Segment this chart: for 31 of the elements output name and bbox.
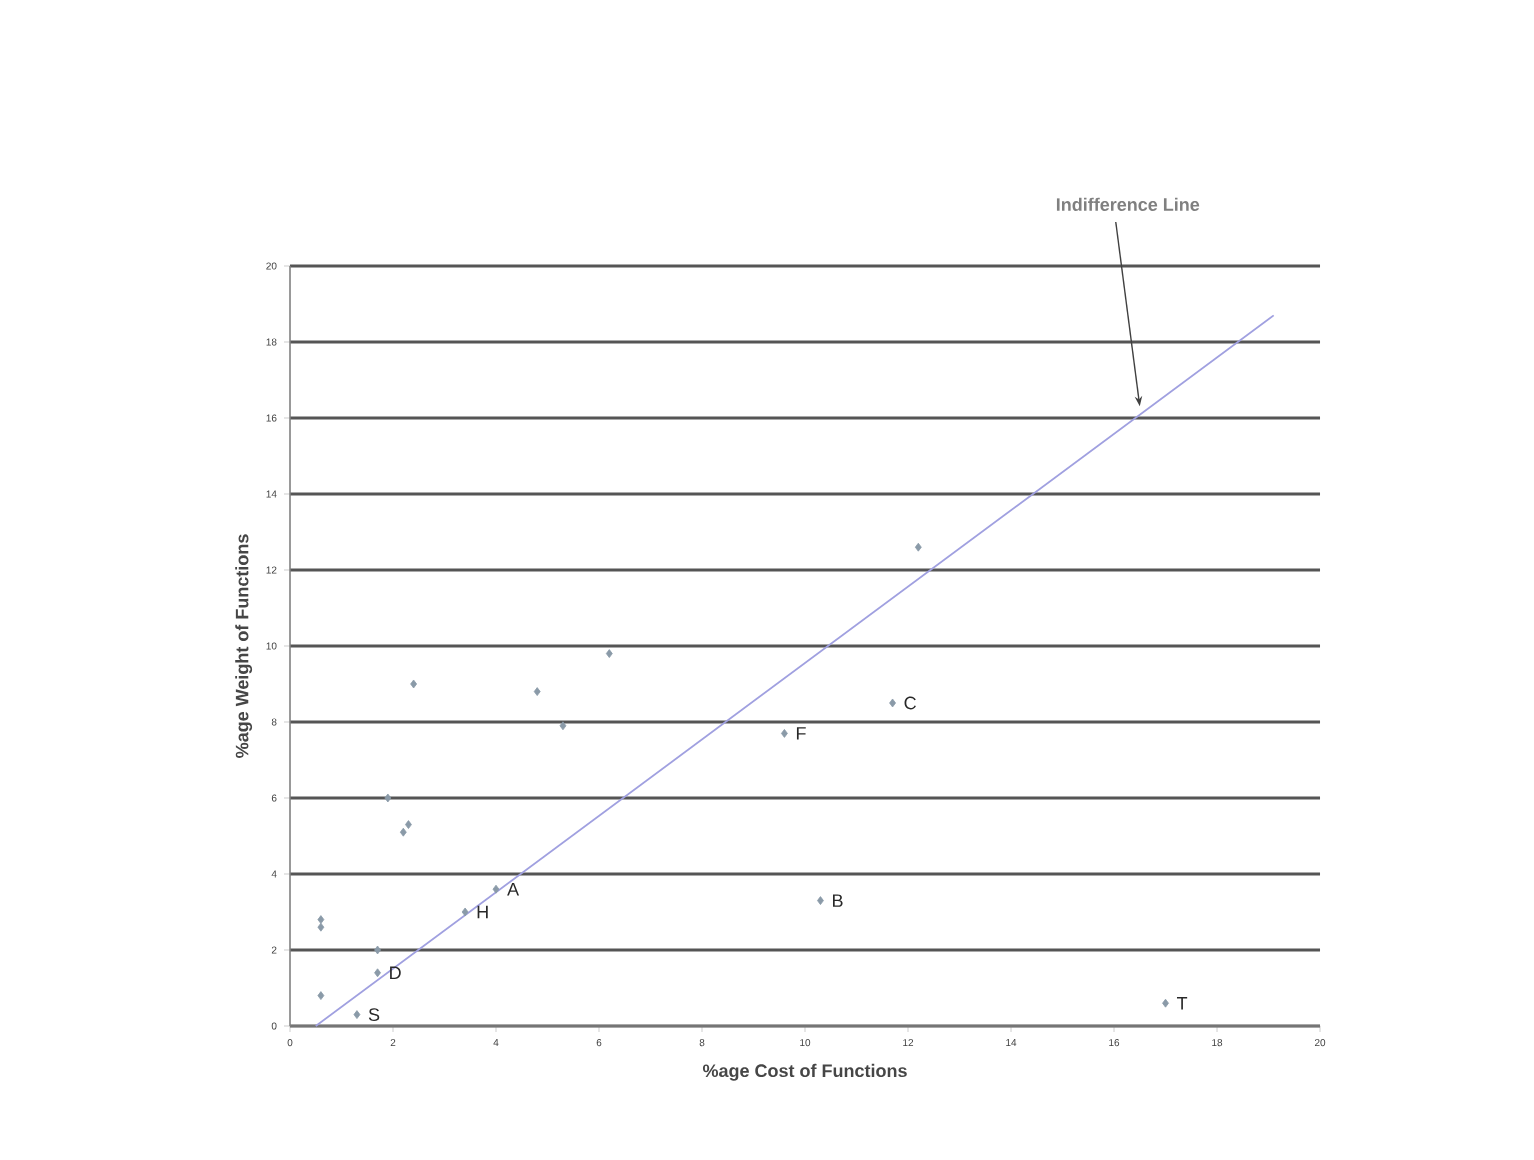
point — [533, 687, 541, 696]
annotation: H — [477, 905, 488, 919]
point — [374, 945, 381, 955]
annotation: S — [368, 1008, 380, 1021]
y-axis-title: %age Weight of Functions — [235, 534, 253, 758]
annotation: D — [390, 966, 401, 979]
point — [405, 820, 412, 829]
point — [353, 1010, 361, 1019]
annotation: A — [507, 883, 520, 896]
point — [317, 991, 325, 1000]
annotation: T — [1176, 997, 1188, 1010]
annotation: B — [833, 894, 843, 907]
annotation: Indifference Line — [1056, 197, 1200, 211]
point — [817, 896, 824, 905]
point — [317, 922, 325, 932]
point — [492, 884, 500, 894]
point — [399, 827, 407, 837]
point — [374, 968, 381, 978]
point — [914, 542, 922, 552]
point — [1162, 998, 1169, 1008]
x-axis-title: %age Cost of Functions — [702, 1063, 907, 1081]
point — [559, 721, 567, 731]
point — [317, 915, 325, 924]
point — [410, 679, 418, 689]
point — [889, 698, 896, 708]
point — [605, 649, 613, 658]
point — [461, 907, 469, 917]
point — [384, 793, 392, 803]
annotation: C — [904, 696, 916, 710]
annotation: F — [796, 727, 806, 740]
point — [781, 728, 788, 738]
